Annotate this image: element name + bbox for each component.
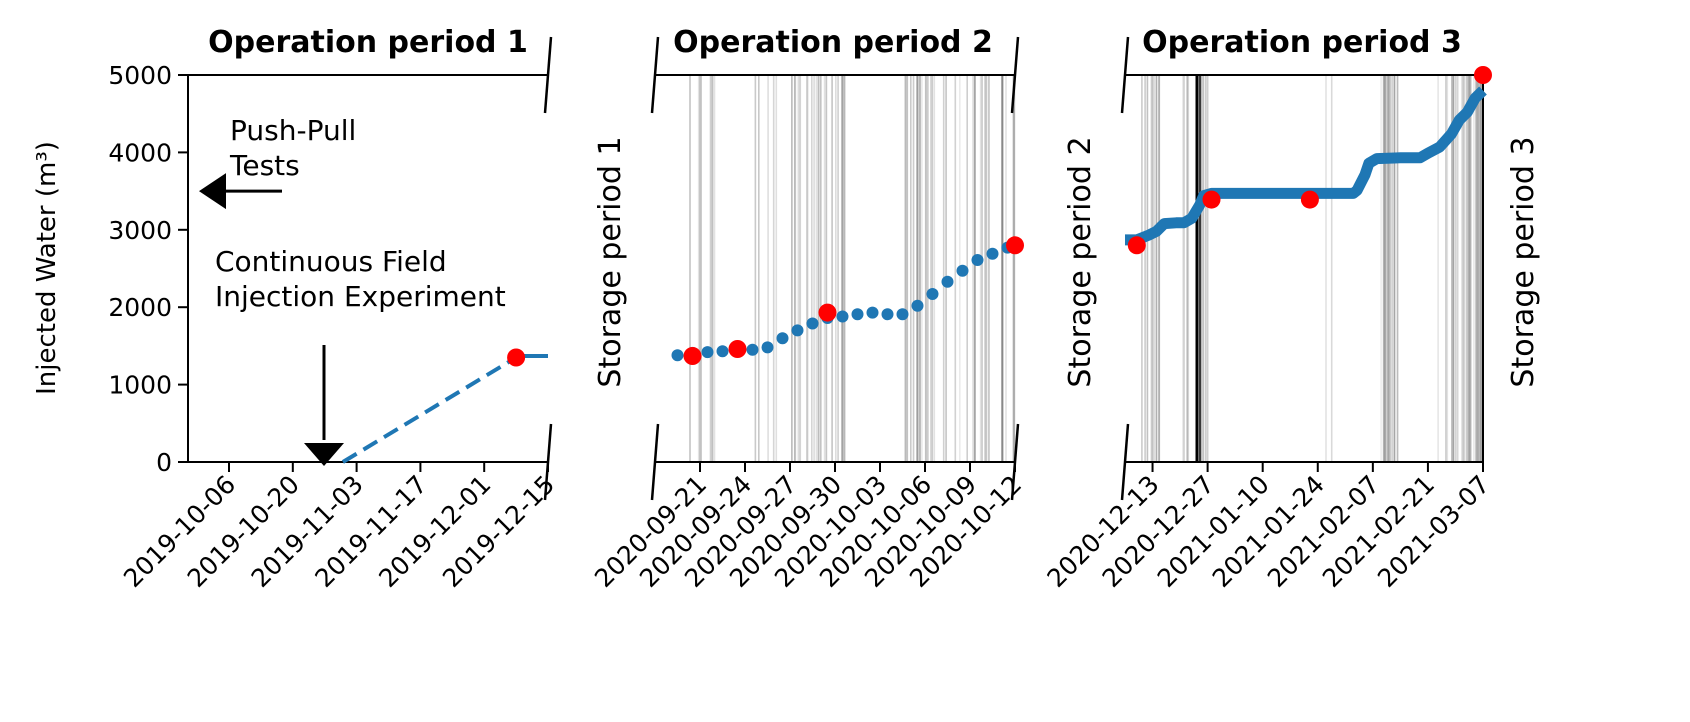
y-tick-label: 1000 <box>108 371 172 400</box>
panel-title: Operation period 1 <box>208 25 528 60</box>
sample-point <box>683 347 702 365</box>
panel-title: Operation period 3 <box>1142 25 1462 60</box>
sample-point <box>1127 236 1146 255</box>
data-point <box>956 264 969 277</box>
axes-layer <box>178 36 1484 501</box>
data-point <box>761 341 774 354</box>
sample-point <box>818 303 837 322</box>
data-point <box>746 343 759 356</box>
data-point <box>716 345 729 358</box>
annotation-arrow-head <box>304 443 344 466</box>
annotation-text: Tests <box>229 149 300 182</box>
y-tick-label: 4000 <box>108 138 172 167</box>
sample-point <box>728 340 747 358</box>
y-tick-label: 3000 <box>108 216 172 245</box>
y-tick-label: 5000 <box>108 61 172 90</box>
data-point <box>851 308 864 321</box>
sample-point <box>1300 190 1319 209</box>
data-point <box>866 306 879 319</box>
annotation-text: Continuous Field <box>215 245 447 278</box>
data-point <box>911 299 924 312</box>
series-line <box>341 355 518 464</box>
data-point <box>791 324 804 337</box>
series-layer <box>341 66 1492 464</box>
storage-period-label: Storage period 1 <box>593 136 628 387</box>
annotation-text: Injection Experiment <box>215 280 506 313</box>
sample-point <box>1474 66 1492 84</box>
sample-point <box>507 348 526 367</box>
data-point <box>986 247 999 260</box>
break-mark <box>1120 423 1130 501</box>
x-tick-label: 2019-12-15 <box>437 470 560 593</box>
y-tick-label: 0 <box>156 448 172 477</box>
break-mark <box>650 36 660 114</box>
annotation-arrow-head <box>199 173 226 210</box>
sample-point <box>1202 190 1221 209</box>
annotation-text: Push-Pull <box>230 114 356 147</box>
data-point <box>806 317 819 330</box>
data-point <box>941 275 954 288</box>
data-point <box>671 349 684 362</box>
series-line <box>1125 86 1487 246</box>
y-axis-label: Injected Water (m³) <box>32 141 62 395</box>
text-layer: 2019-10-062019-10-202019-11-032019-11-17… <box>32 25 1541 593</box>
break-mark <box>543 36 553 114</box>
storage-period-label: Storage period 3 <box>1506 136 1541 387</box>
break-mark <box>650 423 660 501</box>
sample-point <box>1006 236 1024 255</box>
y-tick-label: 2000 <box>108 293 172 322</box>
data-point <box>776 332 789 345</box>
storage-period-label: Storage period 2 <box>1063 136 1098 387</box>
data-point <box>896 308 909 321</box>
break-mark <box>1010 36 1020 114</box>
break-mark <box>1120 36 1130 114</box>
data-point <box>971 254 984 266</box>
panel-title: Operation period 2 <box>673 25 993 60</box>
data-point <box>881 308 894 321</box>
data-point <box>701 346 714 359</box>
data-point <box>926 288 939 300</box>
event-lines-layer <box>689 75 1482 462</box>
data-point <box>836 310 849 323</box>
